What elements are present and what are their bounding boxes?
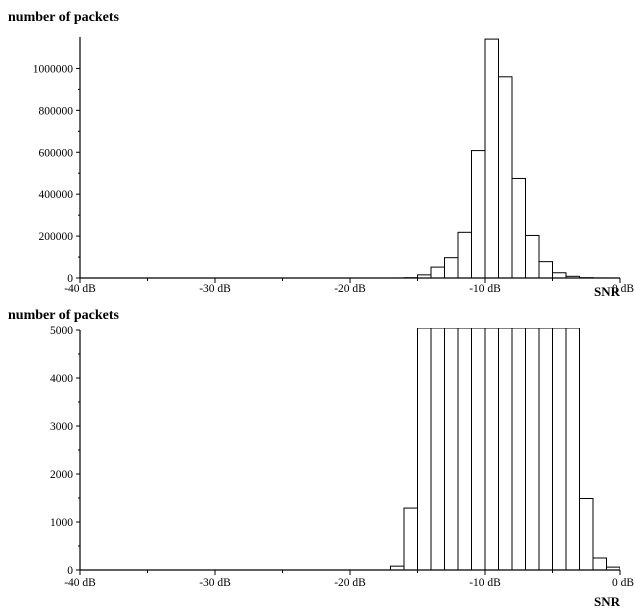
histogram-bar [552,272,567,278]
top-histogram: number of packets SNR 0 200000 400000 60000… [8,10,634,299]
histogram-bar [565,275,580,278]
histogram-bar [417,328,432,570]
histogram-bar [579,497,594,570]
bottom-y-axis-label: number of packets [8,308,120,323]
histogram-bar [430,266,445,278]
histogram-bar [484,328,499,570]
bar-group [390,38,620,278]
y-tick-label: 2000 [50,469,73,481]
y-tick-label: 1000 [50,517,73,529]
top-x-axis-label: SNR [594,284,621,299]
x-tick-label: -10 dB [469,283,501,295]
y-tick-label: 5000 [50,325,73,337]
histogram-bar [498,76,513,278]
histogram-bar [525,328,540,570]
x-tick-label: -20 dB [334,577,366,589]
x-tick-label: -30 dB [199,577,231,589]
histogram-bar [457,328,472,570]
histogram-bar [511,177,526,278]
x-tick-label: -20 dB [334,283,366,295]
y-tick-label: 1000000 [33,63,74,75]
histogram-bar [552,328,567,570]
histogram-bar [592,557,607,570]
histogram-bar [403,507,418,570]
y-tick-label: 200000 [39,231,74,243]
histogram-bar [538,261,553,278]
histogram-bar [457,231,472,278]
histogram-bar [444,257,459,278]
histogram-bar [565,328,580,570]
histogram-bar [498,328,513,570]
y-tick-label: 400000 [39,189,74,201]
x-tick-label: -10 dB [469,577,501,589]
x-tick-label: 0 dB [612,577,634,589]
histogram-bar [525,234,540,278]
histogram-bar [538,328,553,570]
x-tick-label: -40 dB [64,283,96,295]
histogram-bar [511,328,526,570]
histogram-bar [471,328,486,570]
histogram-bar [484,38,499,278]
histogram-bar [430,328,445,570]
histogram-bar [444,328,459,570]
top-y-axis-label: number of packets [8,10,120,25]
x-tick-label: -40 dB [64,577,96,589]
y-tick-label: 0 [67,273,73,285]
bottom-histogram: number of packets SNR 0 1000 2000 3000 4000 5… [8,308,634,609]
histogram-bar [471,150,486,278]
bottom-x-axis-label: SNR [594,594,621,609]
bar-group [390,328,620,570]
y-tick-label: 4000 [50,373,73,385]
y-tick-label: 3000 [50,421,73,433]
y-tick-label: 800000 [39,105,74,117]
x-tick-label: 0 dB [612,283,634,295]
y-tick-label: 600000 [39,147,74,159]
x-tick-label: -30 dB [199,283,231,295]
y-tick-label: 0 [67,565,73,577]
